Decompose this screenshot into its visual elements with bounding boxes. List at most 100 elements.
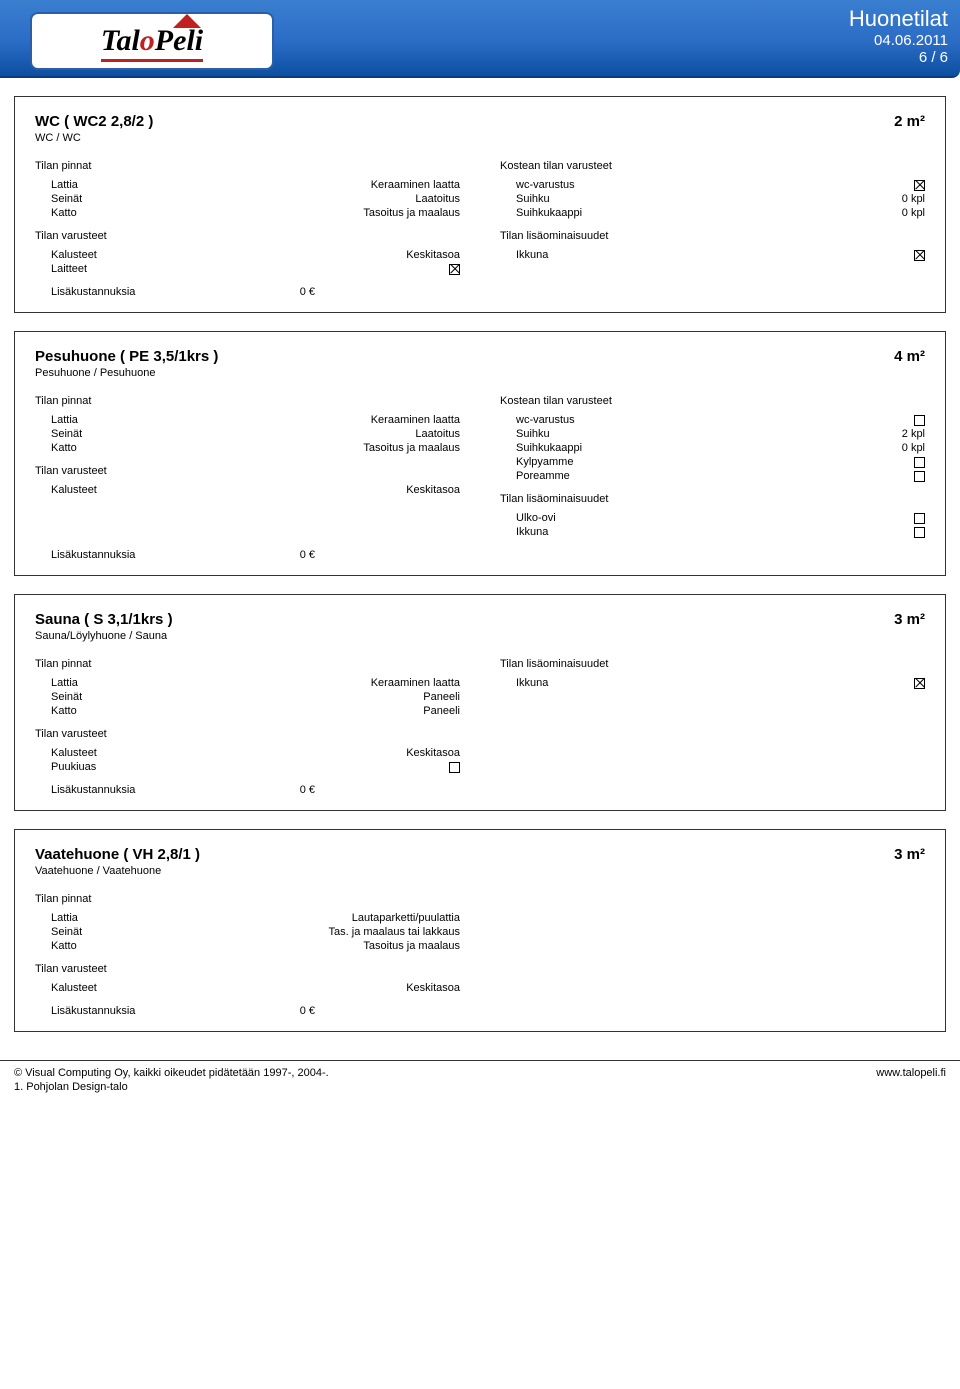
label-seinat: Seinät bbox=[35, 193, 82, 205]
room-area: 3 m² bbox=[894, 611, 925, 628]
value-lattia: Keraaminen laatta bbox=[371, 179, 460, 191]
value-lattia: Keraaminen laatta bbox=[371, 677, 460, 689]
room-area: 4 m² bbox=[894, 348, 925, 365]
value-kalusteet: Keskitasoa bbox=[406, 484, 460, 496]
label-lisakust: Lisäkustannuksia bbox=[35, 286, 255, 298]
label-wc-varustus: wc-varustus bbox=[500, 414, 575, 426]
group-varusteet: Tilan varusteet bbox=[35, 963, 460, 975]
unit-euro: € bbox=[309, 286, 315, 298]
footer-line2: 1. Pohjolan Design-talo bbox=[14, 1081, 329, 1093]
label-kalusteet: Kalusteet bbox=[35, 249, 97, 261]
room-title: Vaatehuone ( VH 2,8/1 ) bbox=[35, 846, 200, 863]
footer: © Visual Computing Oy, kaikki oikeudet p… bbox=[0, 1060, 960, 1115]
group-varusteet: Tilan varusteet bbox=[35, 230, 460, 242]
label-ikkuna: Ikkuna bbox=[500, 249, 548, 261]
label-katto: Katto bbox=[35, 442, 77, 454]
label-suihkukaappi: Suihkukaappi bbox=[500, 442, 582, 454]
header-page: 6 / 6 bbox=[849, 49, 948, 66]
group-lisa: Tilan lisäominaisuudet bbox=[500, 230, 925, 242]
label-kylpyamme: Kylpyamme bbox=[500, 456, 573, 468]
value-cost: 0 bbox=[300, 286, 306, 298]
room-title: WC ( WC2 2,8/2 ) bbox=[35, 113, 153, 130]
label-kalusteet: Kalusteet bbox=[35, 484, 97, 496]
value-seinat: Paneeli bbox=[423, 691, 460, 703]
value-katto: Tasoitus ja maalaus bbox=[363, 940, 460, 952]
unit-euro: € bbox=[309, 1005, 315, 1017]
value-kalusteet: Keskitasoa bbox=[406, 747, 460, 759]
checkbox-puukiuas[interactable] bbox=[449, 762, 460, 773]
checkbox-ikkuna[interactable] bbox=[914, 678, 925, 689]
room-panel-pesuhuone: Pesuhuone ( PE 3,5/1krs ) 4 m² Pesuhuone… bbox=[14, 331, 946, 576]
unit-kpl: kpl bbox=[911, 428, 925, 440]
room-area: 3 m² bbox=[894, 846, 925, 863]
room-title: Sauna ( S 3,1/1krs ) bbox=[35, 611, 173, 628]
unit-euro: € bbox=[309, 784, 315, 796]
group-lisa: Tilan lisäominaisuudet bbox=[500, 493, 925, 505]
label-lattia: Lattia bbox=[35, 912, 78, 924]
value-katto: Tasoitus ja maalaus bbox=[363, 442, 460, 454]
room-subtitle: WC / WC bbox=[35, 132, 925, 144]
checkbox-ikkuna[interactable] bbox=[914, 527, 925, 538]
value-lattia: Keraaminen laatta bbox=[371, 414, 460, 426]
room-title: Pesuhuone ( PE 3,5/1krs ) bbox=[35, 348, 218, 365]
room-area: 2 m² bbox=[894, 113, 925, 130]
label-seinat: Seinät bbox=[35, 691, 82, 703]
logo-part-red: o bbox=[140, 24, 155, 57]
label-suihku: Suihku bbox=[500, 428, 550, 440]
label-ulko-ovi: Ulko-ovi bbox=[500, 512, 556, 524]
group-pinnat: Tilan pinnat bbox=[35, 658, 460, 670]
label-kalusteet: Kalusteet bbox=[35, 747, 97, 759]
room-panel-sauna: Sauna ( S 3,1/1krs ) 3 m² Sauna/Löylyhuo… bbox=[14, 594, 946, 811]
checkbox-wc-varustus[interactable] bbox=[914, 180, 925, 191]
unit-kpl: kpl bbox=[911, 442, 925, 454]
header-title: Huonetilat bbox=[849, 6, 948, 32]
room-panel-vaatehuone: Vaatehuone ( VH 2,8/1 ) 3 m² Vaatehuone … bbox=[14, 829, 946, 1032]
value-katto: Tasoitus ja maalaus bbox=[363, 207, 460, 219]
checkbox-laitteet[interactable] bbox=[449, 264, 460, 275]
checkbox-wc-varustus[interactable] bbox=[914, 415, 925, 426]
checkbox-kylpyamme[interactable] bbox=[914, 457, 925, 468]
label-suihkukaappi: Suihkukaappi bbox=[500, 207, 582, 219]
value-cost: 0 bbox=[300, 1005, 306, 1017]
value-cost: 0 bbox=[300, 784, 306, 796]
value-seinat: Laatoitus bbox=[415, 428, 460, 440]
group-lisa: Tilan lisäominaisuudet bbox=[500, 658, 925, 670]
unit-kpl: kpl bbox=[911, 193, 925, 205]
value-seinat: Laatoitus bbox=[415, 193, 460, 205]
checkbox-ulko-ovi[interactable] bbox=[914, 513, 925, 524]
header-date: 04.06.2011 bbox=[849, 32, 948, 49]
label-seinat: Seinät bbox=[35, 428, 82, 440]
logo-underline bbox=[101, 59, 203, 62]
label-ikkuna: Ikkuna bbox=[500, 677, 548, 689]
logo-roof-icon bbox=[173, 14, 201, 28]
footer-site: www.talopeli.fi bbox=[876, 1067, 946, 1095]
room-subtitle: Sauna/Löylyhuone / Sauna bbox=[35, 630, 925, 642]
group-kostean: Kostean tilan varusteet bbox=[500, 395, 925, 407]
unit-euro: € bbox=[309, 549, 315, 561]
logo: TaloPeli bbox=[30, 12, 274, 70]
value-seinat: Tas. ja maalaus tai lakkaus bbox=[329, 926, 460, 938]
group-pinnat: Tilan pinnat bbox=[35, 395, 460, 407]
label-lattia: Lattia bbox=[35, 414, 78, 426]
label-lisakust: Lisäkustannuksia bbox=[35, 549, 255, 561]
label-poreamme: Poreamme bbox=[500, 470, 570, 482]
qty-suihku: 0 bbox=[902, 193, 908, 205]
value-cost: 0 bbox=[300, 549, 306, 561]
label-laitteet: Laitteet bbox=[35, 263, 87, 275]
qty-suihku: 2 bbox=[902, 428, 908, 440]
value-kalusteet: Keskitasoa bbox=[406, 249, 460, 261]
header-right: Huonetilat 04.06.2011 6 / 6 bbox=[849, 6, 948, 66]
unit-kpl: kpl bbox=[911, 207, 925, 219]
label-katto: Katto bbox=[35, 705, 77, 717]
value-kalusteet: Keskitasoa bbox=[406, 982, 460, 994]
label-wc-varustus: wc-varustus bbox=[500, 179, 575, 191]
checkbox-poreamme[interactable] bbox=[914, 471, 925, 482]
group-pinnat: Tilan pinnat bbox=[35, 160, 460, 172]
checkbox-ikkuna[interactable] bbox=[914, 250, 925, 261]
label-katto: Katto bbox=[35, 207, 77, 219]
room-subtitle: Pesuhuone / Pesuhuone bbox=[35, 367, 925, 379]
label-ikkuna: Ikkuna bbox=[500, 526, 548, 538]
label-lattia: Lattia bbox=[35, 677, 78, 689]
label-kalusteet: Kalusteet bbox=[35, 982, 97, 994]
label-lisakust: Lisäkustannuksia bbox=[35, 1005, 255, 1017]
